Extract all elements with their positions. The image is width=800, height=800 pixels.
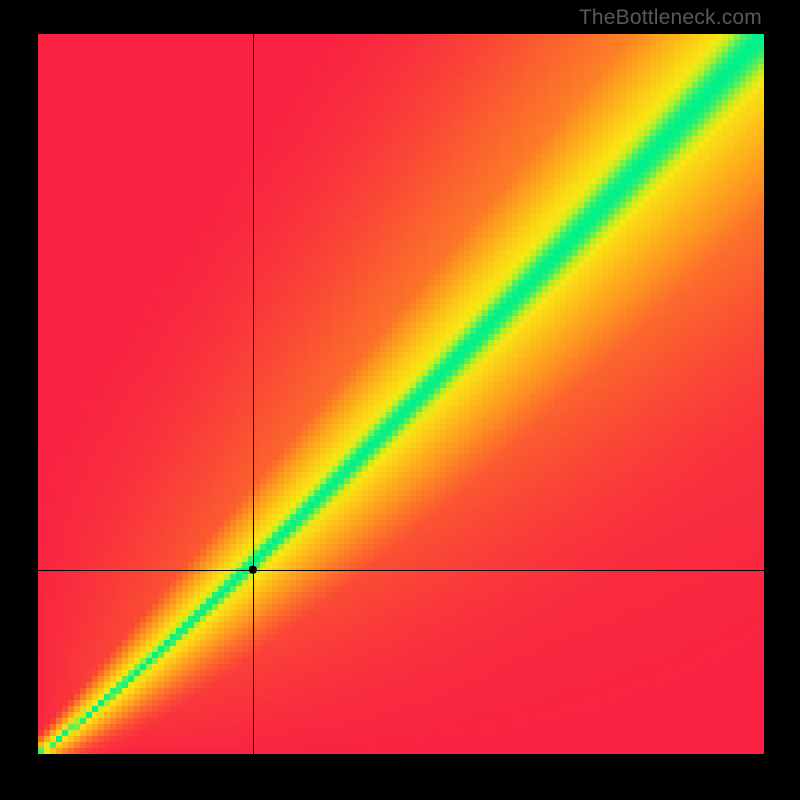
bottleneck-heatmap (38, 34, 764, 754)
watermark-text: TheBottleneck.com (579, 6, 762, 30)
chart-stage: TheBottleneck.com (0, 0, 800, 800)
